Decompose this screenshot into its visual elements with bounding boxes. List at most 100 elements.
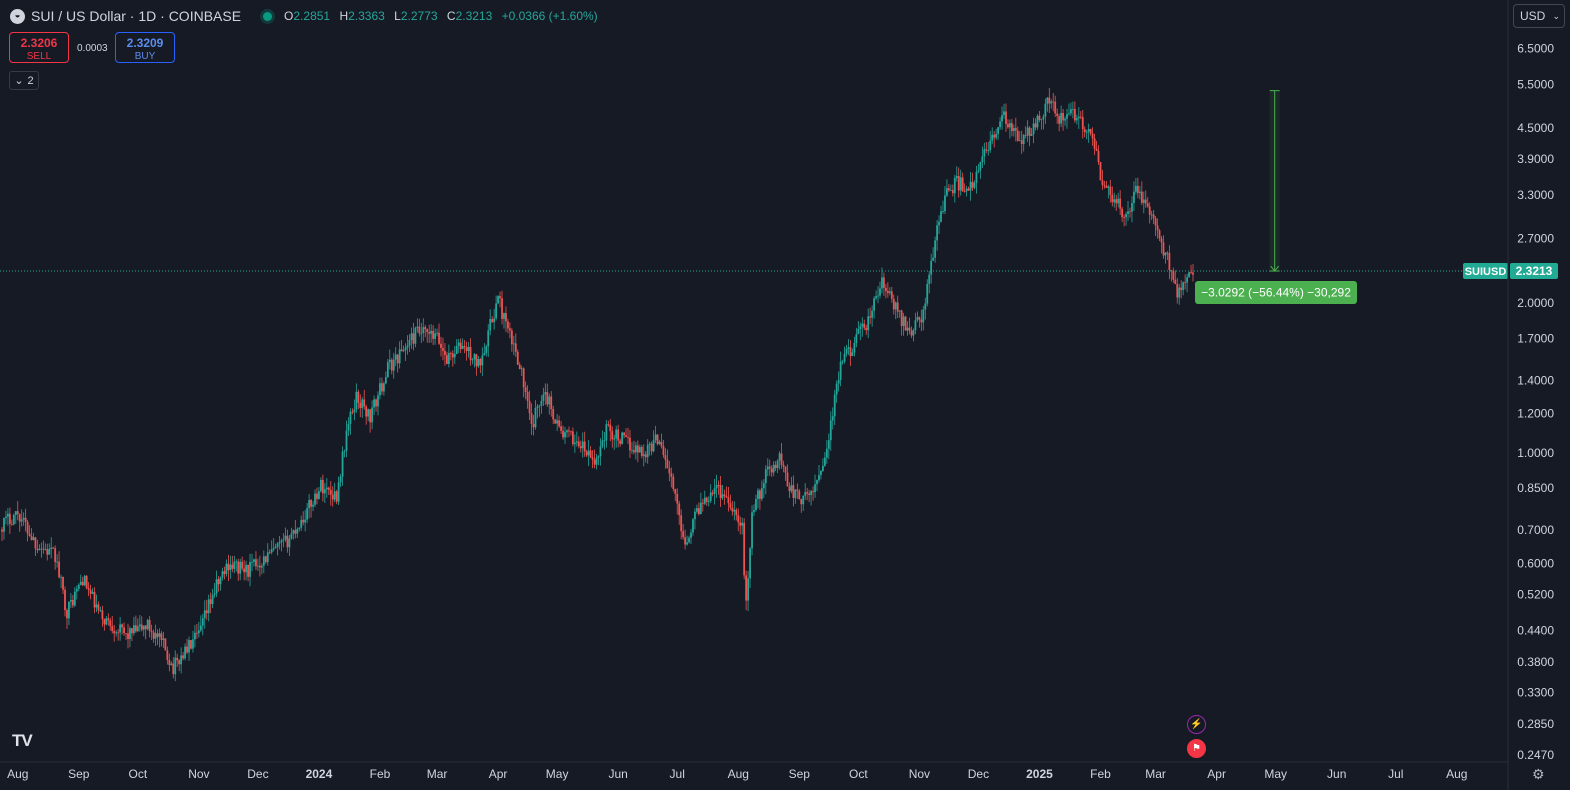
candles-group <box>1 87 1194 682</box>
candle-body <box>14 511 17 515</box>
candle-body <box>223 571 226 574</box>
candle-body <box>56 561 59 563</box>
candle-body <box>796 489 799 491</box>
candle-body <box>383 383 385 392</box>
y-tick-label: 0.3800 <box>1517 655 1554 669</box>
candle-body <box>585 451 588 456</box>
candle-body <box>879 288 881 296</box>
candle-body <box>284 535 287 540</box>
candle-body <box>479 359 482 366</box>
candle-body <box>633 450 635 453</box>
candle-body <box>495 303 498 319</box>
candle-body <box>489 319 492 331</box>
candle-body <box>920 319 923 323</box>
candle-body <box>599 446 602 457</box>
candle-body <box>784 466 787 473</box>
candle-body <box>449 353 452 354</box>
currency-select[interactable]: USD ⌄ <box>1513 4 1565 28</box>
candle-body <box>1087 129 1090 132</box>
chevron-down-icon: ⌄ <box>14 75 24 87</box>
candle-body <box>961 177 964 192</box>
candle-body <box>894 302 897 310</box>
candle-body <box>782 464 785 467</box>
candle-body <box>875 296 877 299</box>
candle-body <box>841 361 844 363</box>
x-tick-label: Jun <box>1327 767 1346 781</box>
candle-body <box>877 295 879 297</box>
candle-body <box>8 513 11 524</box>
sell-button[interactable]: 2.3206 SELL <box>9 32 69 63</box>
x-tick-label: May <box>546 767 569 781</box>
candle-body <box>668 468 671 474</box>
candle-body <box>607 424 610 426</box>
y-tick-label: 2.7000 <box>1517 231 1554 245</box>
x-tick-label: May <box>1264 767 1287 781</box>
candle-body <box>245 564 248 573</box>
candle-body <box>258 565 261 568</box>
us-flag-icon[interactable]: ⚑ <box>1187 739 1206 758</box>
candle-body <box>631 450 633 451</box>
y-tick-label: 0.3300 <box>1517 686 1554 700</box>
candle-body <box>225 563 228 574</box>
candle-body <box>1103 184 1106 186</box>
candle-body <box>1014 128 1017 131</box>
candle-body <box>205 610 208 614</box>
candle-body <box>1077 116 1080 119</box>
candle-body <box>127 633 129 639</box>
candle-body <box>1 529 3 532</box>
candle-body <box>906 327 909 331</box>
x-tick-label: 2024 <box>306 767 333 781</box>
low-label: L <box>394 9 401 23</box>
candle-body <box>944 195 946 212</box>
candle-body <box>969 181 972 191</box>
candle-body <box>822 465 824 471</box>
candle-body <box>262 556 265 566</box>
candle-body <box>54 548 57 562</box>
candle-body <box>129 628 131 639</box>
candle-body <box>469 346 472 361</box>
candle-body <box>918 317 921 320</box>
candle-body <box>24 517 27 523</box>
candle-body <box>1186 277 1188 283</box>
y-tick-label: 3.3000 <box>1517 188 1554 202</box>
indicators-toggle-button[interactable]: ⌄ 2 <box>9 71 39 90</box>
candle-body <box>66 609 68 619</box>
lightning-icon[interactable]: ⚡ <box>1187 715 1206 734</box>
candle-body <box>231 564 234 569</box>
market-status-dot-icon[interactable] <box>263 11 273 21</box>
candle-body <box>953 177 956 194</box>
candle-body <box>123 627 125 634</box>
candle-body <box>1095 148 1098 151</box>
x-tick-label: Jul <box>670 767 685 781</box>
candle-body <box>916 317 919 321</box>
candle-body <box>140 624 143 630</box>
candle-body <box>1070 109 1072 114</box>
candle-body <box>392 359 395 371</box>
candle-body <box>902 316 905 327</box>
candle-body <box>270 549 273 553</box>
candle-body <box>762 483 765 489</box>
symbol-title[interactable]: SUI / US Dollar · 1D · COINBASE <box>31 8 242 24</box>
candle-body <box>571 431 574 445</box>
gear-icon[interactable]: ⚙ <box>1532 766 1545 782</box>
candle-body <box>766 466 769 470</box>
candle-body <box>717 484 720 486</box>
candle-body <box>1109 186 1112 195</box>
buy-button[interactable]: 2.3209 BUY <box>115 32 175 63</box>
candle-body <box>1148 206 1151 215</box>
candle-body <box>595 457 598 465</box>
candle-body <box>532 423 535 428</box>
x-tick-label: Oct <box>128 767 147 781</box>
candle-body <box>475 354 478 367</box>
candle-body <box>938 221 940 226</box>
candle-body <box>379 383 381 396</box>
candle-body <box>705 497 708 502</box>
candle-body <box>1172 270 1175 280</box>
candle-body <box>253 559 255 562</box>
candle-body <box>776 460 779 469</box>
candle-body <box>316 493 318 499</box>
candle-body <box>1016 130 1019 141</box>
candle-body <box>95 604 98 608</box>
x-tick-label: Aug <box>728 767 749 781</box>
